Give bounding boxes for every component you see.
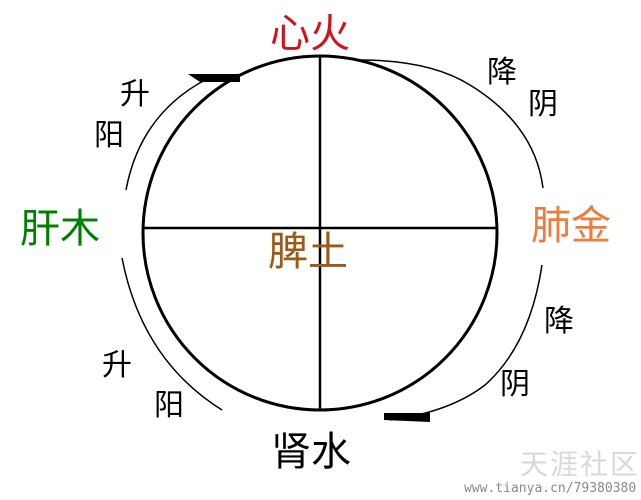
flow-label-ascend: 升 [120,77,150,112]
arrow-head-bottom [384,413,430,422]
organ-label-center: 脾土 [268,229,348,275]
flow-label-yang: 阳 [154,388,184,423]
flow-label-yang: 阳 [94,118,124,153]
flow-label-ascend: 升 [102,348,132,383]
flow-label-descend: 降 [487,55,517,90]
flow-label-yin: 阴 [528,87,558,122]
left-upper-arc [125,79,206,191]
flow-label-yin: 阴 [500,367,530,402]
left-lower-arc [121,257,223,411]
arrow-head-top [188,74,240,82]
right-upper-arc [359,59,544,189]
organ-label-bottom: 肾水 [271,429,351,475]
flow-label-descend: 降 [544,304,574,339]
watermark-logo: 天涯社区 [520,448,641,481]
organ-label-right: 肺金 [531,203,611,249]
organ-label-top: 心火 [270,11,350,57]
organ-label-left: 肝木 [20,206,100,252]
right-lower-arc [389,264,543,421]
watermark-url: www.tianya.cn/79380380 [464,481,637,496]
